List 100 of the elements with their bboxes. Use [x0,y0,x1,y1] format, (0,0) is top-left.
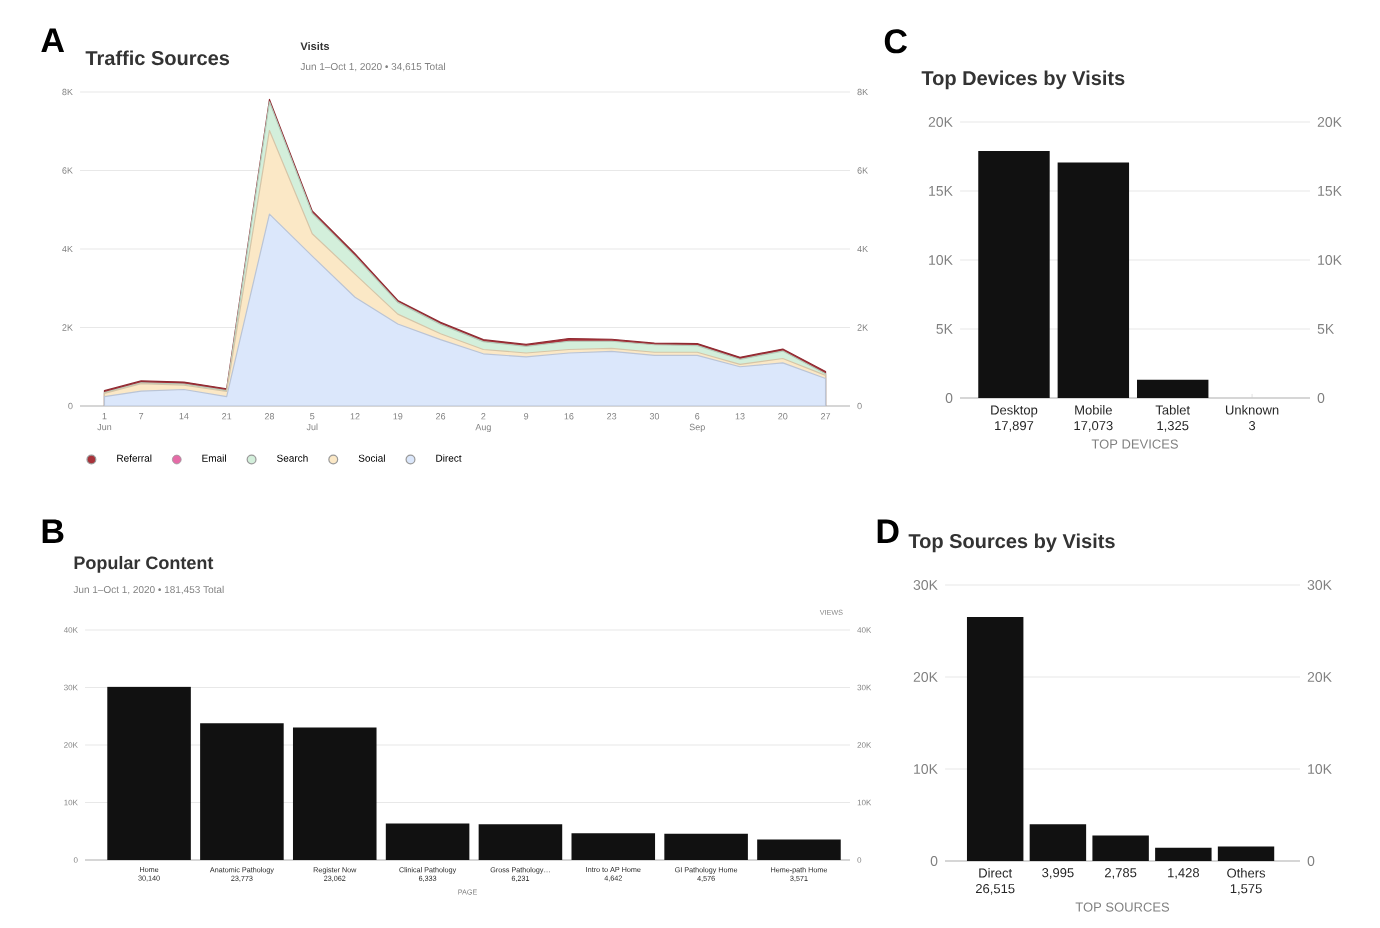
chart-subtitle: Jun 1–Oct 1, 2020 • 181,453 Total [73,585,224,595]
y2-tick-label: 2K [857,324,868,331]
y2-tick-label: 10K [1308,764,1332,774]
x-tick-label: Mobile [1075,405,1112,415]
y-tick-label: 8K [62,88,73,96]
y-tick-label: 10K [914,764,938,774]
legend-label: Email [202,454,226,462]
bar [1029,824,1087,861]
text: C [884,29,908,54]
bar [966,617,1024,861]
bar [1092,835,1149,861]
y2-tick-label: 8K [857,88,868,96]
x-tick-label: 28 [264,413,275,420]
chart-title: Traffic Sources [85,50,230,66]
x-tick-label: 6 Sep [689,413,705,433]
bar [200,723,284,860]
y2-tick-label: 30K [857,684,872,691]
y-tick-label: 15K [929,186,953,196]
bar [664,833,748,860]
x-tick-label: Others [1227,868,1266,878]
chart-title: Top Sources by Visits [908,533,1115,553]
y2-tick-label: 15K [1318,186,1342,196]
y2-tick-label: 10K [857,799,872,806]
data-label: 17,897 [995,421,1034,432]
x-tick-label: 12 [350,413,360,420]
bar [1217,846,1275,861]
bar [978,151,1050,398]
x-tick-label: 30 [649,413,660,420]
x-tick-label: 27 [821,413,831,420]
bar [1137,379,1209,398]
x-tick-label: 26 [436,413,446,420]
y-tick-label: 0 [68,402,73,410]
x-tick-label: 13 [735,413,745,420]
x-tick-label: 20 [778,413,788,420]
x-tick-label: 19 [393,413,403,420]
x-tick-label: 21 [222,413,232,420]
y-tick-label: 20K [64,742,78,748]
bar [757,839,841,860]
chart-title: Popular Content [74,555,214,573]
chart-title: Top Devices by Visits [921,70,1125,90]
y2-tick-label: 0 [857,857,862,863]
legend-label: Social [358,454,385,462]
bar [478,824,563,860]
bar [385,823,470,860]
y-tick-label: 30K [64,684,78,691]
bar [1155,847,1212,861]
x-tick-label: Direct [979,868,1013,878]
y-tick-label: 4K [62,245,73,253]
y-tick-label: 20K [913,672,938,682]
y-tick-label: 10K [929,255,953,265]
data-label: 1,575 [1230,884,1262,895]
bar [571,833,656,860]
x-tick-label: 2 Aug [475,413,491,433]
y2-tick-label: 20K [1317,117,1342,127]
x-tick-label: 23 [607,413,617,420]
text: Jun 1–Oct 1, 2020 • 34,615 Total [300,62,446,72]
y2-tick-label: 5K [1317,324,1335,334]
x-tick-label: Unknown [1225,405,1279,415]
y-tick-label: 5K [936,324,953,334]
y-tick-label: 6K [62,167,73,174]
x-axis-title: TOP SOURCES [1075,902,1170,912]
y2-tick-label: 0 [1307,856,1315,866]
y2-tick-label: 0 [1317,393,1325,403]
y2-tick-label: 20K [1307,672,1332,682]
y-tick-label: 30K [913,580,938,590]
y2-tick-label: 20K [857,742,872,748]
data-label: 17,073 [1074,421,1113,432]
data-label: 3,995 [1042,868,1074,879]
text: A [41,28,65,52]
y2-tick-label: 0 [857,402,862,410]
data-label: 26,515 [975,884,1015,895]
x-tick-label: 1 Jun [97,413,112,431]
chart-subtitle: Visits [300,42,330,51]
y2-tick-label: 4K [857,245,868,253]
data-label: 1,325 [1157,421,1189,432]
x-tick-label: Desktop [991,405,1038,418]
data-label: 1,428 [1168,868,1200,879]
bar [1057,162,1130,398]
x-tick-label: Tablet [1155,405,1190,415]
y-tick-label: 40K [63,627,78,633]
y-tick-label: 10K [64,799,78,806]
legend-label: Direct [436,454,462,462]
x-tick-label: 9 [524,413,529,420]
x-tick-label: 14 [179,413,189,420]
legend-label: Search [277,454,308,462]
bar [292,727,377,860]
y2-tick-label: 40K [857,627,872,633]
y-tick-label: 0 [930,856,938,866]
y-tick-label: 2K [62,324,73,331]
legend-label: Referral [117,454,152,462]
y-tick-label: 0 [73,857,78,863]
x-axis-title: TOP DEVICES [1091,439,1178,449]
y2-tick-label: 6K [857,167,868,174]
x-tick-label: 5 Jul [306,413,318,431]
y-tick-label: 0 [945,393,953,403]
y2-tick-label: 10K [1318,255,1342,265]
bar [107,686,191,860]
x-tick-label: 16 [564,413,574,420]
y-tick-label: 20K [928,117,953,127]
data-label: 2,785 [1105,868,1137,879]
